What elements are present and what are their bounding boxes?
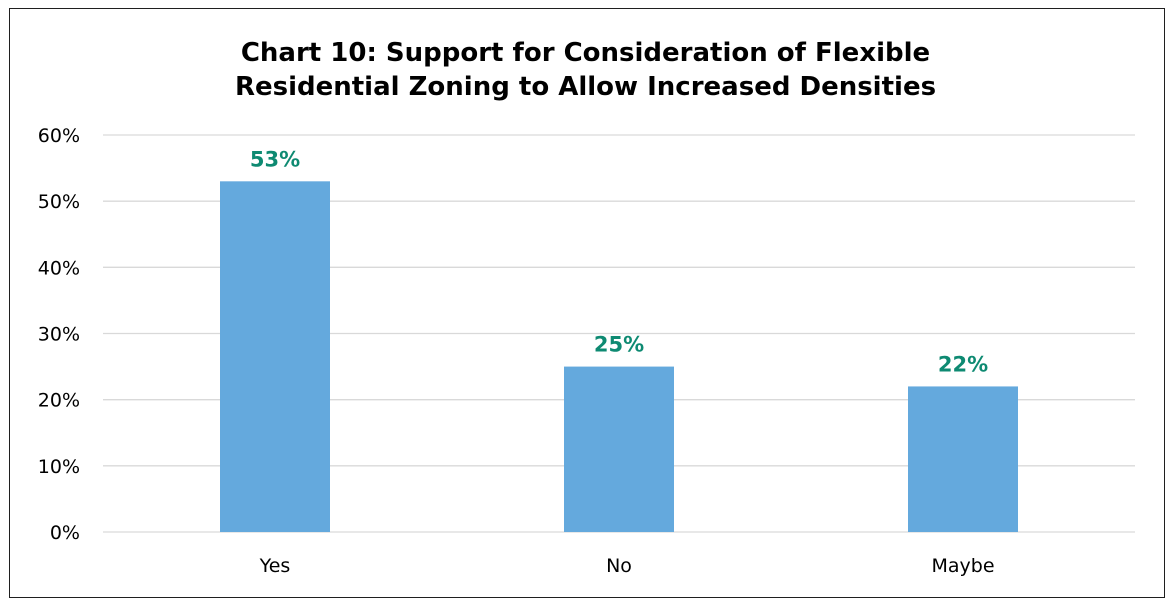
y-tick-label: 50% — [38, 191, 80, 213]
chart-title-line-2: Residential Zoning to Allow Increased De… — [234, 72, 937, 102]
bar-yes — [220, 181, 330, 533]
x-category-label-no: No — [606, 555, 632, 577]
chart-title: Chart 10: Support for Consideration of F… — [0, 36, 1171, 104]
x-category-label-yes: Yes — [259, 555, 291, 577]
y-tick-label: 60% — [38, 125, 80, 147]
y-tick-label: 40% — [38, 257, 80, 279]
x-category-label-maybe: Maybe — [931, 555, 994, 577]
data-label-yes: 53% — [250, 147, 300, 171]
y-tick-label: 0% — [50, 522, 80, 544]
y-axis-tick-labels: 0% 10% 20% 30% 40% 50% 60% — [38, 125, 80, 544]
x-axis-category-labels: Yes No Maybe — [259, 555, 995, 577]
data-label-maybe: 22% — [938, 352, 988, 376]
data-labels: 53% 25% 22% — [250, 147, 988, 376]
chart-title-line-1: Chart 10: Support for Consideration of F… — [240, 38, 931, 68]
y-tick-label: 20% — [38, 390, 80, 412]
data-label-no: 25% — [594, 333, 644, 357]
y-tick-label: 30% — [38, 324, 80, 346]
bars — [220, 181, 1018, 533]
bar-no — [564, 366, 674, 532]
y-tick-label: 10% — [38, 456, 80, 478]
bar-maybe — [908, 386, 1018, 532]
